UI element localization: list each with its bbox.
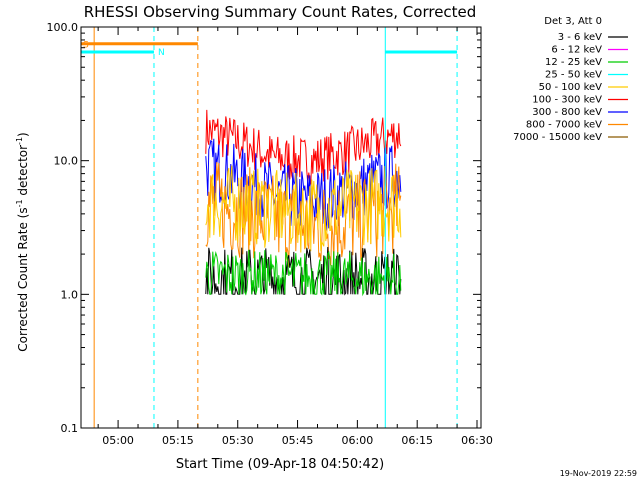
y-label-part-3: ) xyxy=(16,132,30,137)
x-tick-label: 06:30 xyxy=(461,434,493,447)
trace-12-25-kev xyxy=(205,249,402,297)
y-label-part-2: detector xyxy=(16,145,30,200)
plot-frame xyxy=(80,26,482,429)
legend-label: 3 - 6 keV xyxy=(558,32,602,43)
axes: 0.1 1.0 10.0 100.0 05:00 05:15 05:30 05:45 06:00… xyxy=(47,21,493,447)
legend-label: 50 - 100 keV xyxy=(539,82,603,93)
y-axis-label: Corrected Count Rate (s-1 detector-1) xyxy=(15,132,30,351)
legend-label: 12 - 25 keV xyxy=(545,57,602,68)
x-tick-label: 06:15 xyxy=(401,434,433,447)
y-label-sup-1: -1 xyxy=(15,199,24,207)
legend-label: 300 - 800 keV xyxy=(532,107,602,118)
legend-label: 25 - 50 keV xyxy=(545,70,602,81)
night-flag-label: N xyxy=(158,48,165,58)
legend-label: 6 - 12 keV xyxy=(551,45,602,56)
x-tick-label: 06:00 xyxy=(342,434,374,447)
trace-100-300-kev xyxy=(205,109,402,185)
x-tick-label: 05:45 xyxy=(282,434,314,447)
y-tick-label: 100.0 xyxy=(47,21,79,34)
y-tick-label: 1.0 xyxy=(61,288,79,301)
chart-title: RHESSI Observing Summary Count Rates, Co… xyxy=(84,3,477,21)
legend-label: 800 - 7000 keV xyxy=(526,120,602,131)
legend-title: Det 3, Att 0 xyxy=(544,16,602,27)
x-tick-label: 05:30 xyxy=(222,434,254,447)
saa-flag-label: S xyxy=(83,41,89,51)
y-tick-label: 10.0 xyxy=(54,155,79,168)
plot-area: SN xyxy=(81,27,458,428)
timestamp: 19-Nov-2019 22:59 xyxy=(560,469,637,478)
x-tick-label: 05:15 xyxy=(162,434,194,447)
x-tick-label: 05:00 xyxy=(102,434,134,447)
y-tick-label: 0.1 xyxy=(61,422,79,435)
trace-50-100-kev xyxy=(205,165,402,253)
legend-label: 100 - 300 keV xyxy=(532,95,602,106)
legend-label: 7000 - 15000 keV xyxy=(513,132,602,143)
y-label-sup-2: -1 xyxy=(15,137,24,145)
x-axis-label: Start Time (09-Apr-18 04:50:42) xyxy=(176,457,384,472)
y-label-part-1: Corrected Count Rate (s xyxy=(16,207,30,351)
